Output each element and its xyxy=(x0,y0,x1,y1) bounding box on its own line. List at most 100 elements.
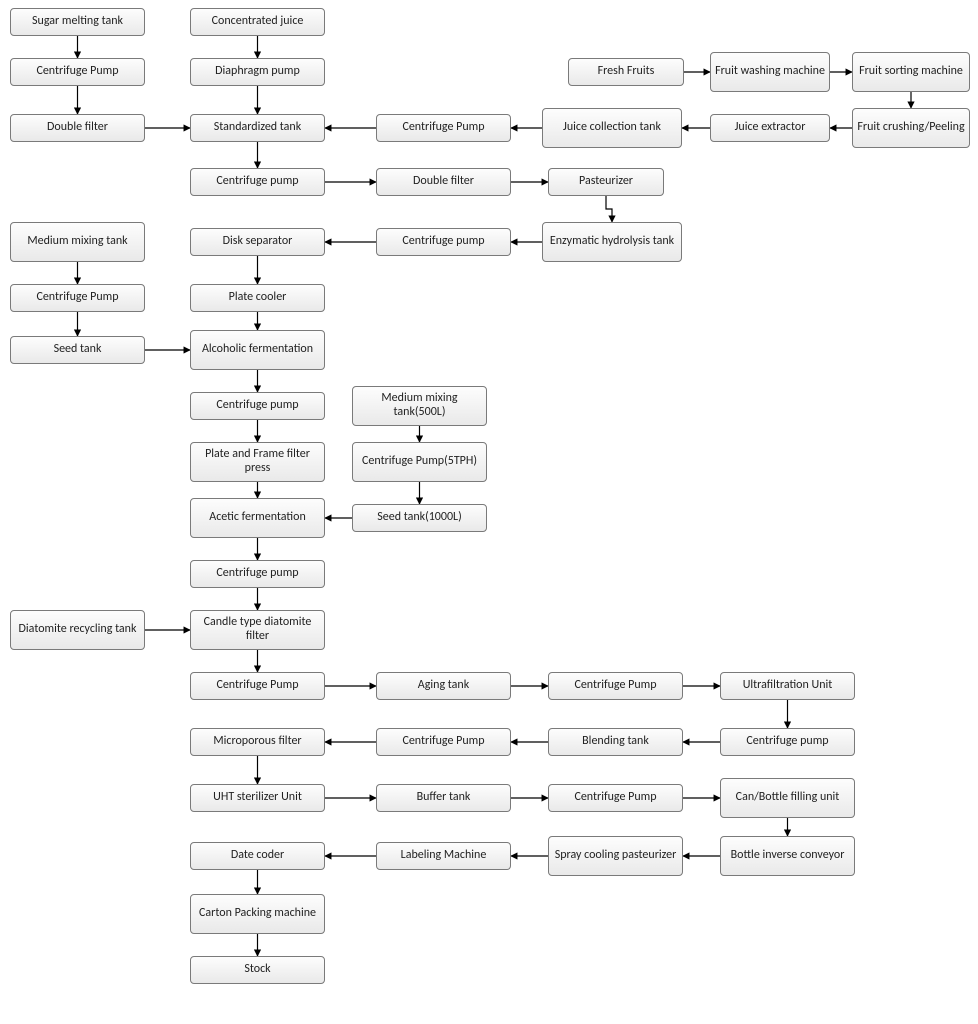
flowchart-canvas: Sugar melting tank Centrifuge Pump Double … xyxy=(0,0,978,1024)
node-disk-separator: Disk separator xyxy=(190,228,325,256)
node-label: Pasteurizer xyxy=(579,175,633,189)
node-stock: Stock xyxy=(190,956,325,984)
node-label: Centrifuge pump xyxy=(216,399,298,413)
node-label: Date coder xyxy=(231,849,284,863)
node-centrifuge-pump-10: Centrifuge Pump xyxy=(548,672,683,700)
node-label: Labeling Machine xyxy=(401,849,487,863)
edge-pasteurizer-to-enzymatic xyxy=(606,196,612,222)
node-label: Can/Bottle filling unit xyxy=(736,791,840,805)
node-centrifuge-pump-2: Centrifuge pump xyxy=(190,168,325,196)
node-label: Alcoholic fermentation xyxy=(202,343,313,357)
node-candle-filter: Candle type diatomite filter xyxy=(190,610,325,650)
node-label: Centrifuge Pump xyxy=(574,679,656,693)
node-label: Carton Packing machine xyxy=(199,907,316,921)
node-label: Centrifuge Pump xyxy=(216,679,298,693)
node-label: Disk separator xyxy=(223,235,293,249)
node-label: Centrifuge pump xyxy=(402,235,484,249)
node-label: Centrifuge Pump xyxy=(36,291,118,305)
node-label: Plate cooler xyxy=(229,291,287,305)
node-pasteurizer: Pasteurizer xyxy=(548,168,664,196)
node-juice-collection: Juice collection tank xyxy=(542,108,682,148)
node-labeling: Labeling Machine xyxy=(376,842,511,870)
node-plate-cooler: Plate cooler xyxy=(190,284,325,312)
node-carton-packing: Carton Packing machine xyxy=(190,894,325,934)
node-medium-mixing-1: Medium mixing tank xyxy=(10,222,145,262)
node-label: Double filter xyxy=(47,121,108,135)
node-can-bottle: Can/Bottle filling unit xyxy=(720,778,855,818)
node-centrifuge-pump-8: Centrifuge Pump(5TPH) xyxy=(352,442,487,482)
node-centrifuge-pump-12: Centrifuge Pump xyxy=(376,728,511,756)
node-label: Fruit sorting machine xyxy=(859,65,963,79)
node-centrifuge-pump-6: Centrifuge pump xyxy=(190,392,325,420)
node-label: Buffer tank xyxy=(417,791,471,805)
node-centrifuge-pump-4: Centrifuge pump xyxy=(376,228,511,256)
node-seed-tank-1: Seed tank xyxy=(10,336,145,364)
node-uht: UHT sterilizer Unit xyxy=(190,784,325,812)
node-label: Centrifuge Pump xyxy=(574,791,656,805)
node-standardized-tank: Standardized tank xyxy=(190,114,325,142)
node-label: Centrifuge Pump xyxy=(402,735,484,749)
node-label: Seed tank(1000L) xyxy=(377,511,462,525)
node-centrifuge-pump-11: Centrifuge pump xyxy=(720,728,855,756)
node-label: Standardized tank xyxy=(214,121,301,135)
node-label: Spray cooling pasteurizer xyxy=(555,849,677,863)
node-label: Concentrated juice xyxy=(212,15,304,29)
node-label: Centrifuge Pump xyxy=(36,65,118,79)
node-label: Diatomite recycling tank xyxy=(19,623,137,637)
node-aging-tank: Aging tank xyxy=(376,672,511,700)
node-centrifuge-pump-1: Centrifuge Pump xyxy=(10,58,145,86)
node-diatomite-recycling: Diatomite recycling tank xyxy=(10,610,145,650)
node-label: UHT sterilizer Unit xyxy=(213,791,302,805)
node-sugar-melting-tank: Sugar melting tank xyxy=(10,8,145,36)
node-label: Fruit crushing/Peeling xyxy=(857,121,964,135)
node-label: Fruit washing machine xyxy=(715,65,825,79)
node-centrifuge-pump-13: Centrifuge Pump xyxy=(548,784,683,812)
node-label: Centrifuge Pump(5TPH) xyxy=(362,455,477,469)
node-double-filter-1: Double filter xyxy=(10,114,145,142)
node-fruit-washing: Fruit washing machine xyxy=(710,52,830,92)
node-centrifuge-pump-7: Centrifuge pump xyxy=(190,560,325,588)
node-label: Centrifuge Pump xyxy=(402,121,484,135)
node-fruit-sorting: Fruit sorting machine xyxy=(852,52,970,92)
node-medium-mixing-2: Medium mixing tank(500L) xyxy=(352,386,487,426)
node-microporous: Microporous filter xyxy=(190,728,325,756)
node-centrifuge-pump-9: Centrifuge Pump xyxy=(190,672,325,700)
node-bottle-inverse: Bottle inverse conveyor xyxy=(720,836,855,876)
node-label: Medium mixing tank xyxy=(27,235,127,249)
node-label: Juice collection tank xyxy=(563,121,661,135)
node-label: Fresh Fruits xyxy=(598,65,655,79)
node-centrifuge-pump-5: Centrifuge Pump xyxy=(10,284,145,312)
node-label: Blending tank xyxy=(582,735,649,749)
node-alcoholic-ferm: Alcoholic fermentation xyxy=(190,330,325,370)
node-label: Acetic fermentation xyxy=(209,511,306,525)
node-label: Double filter xyxy=(413,175,474,189)
node-label: Diaphragm pump xyxy=(215,65,300,79)
node-centrifuge-pump-3: Centrifuge Pump xyxy=(376,114,511,142)
node-concentrated-juice: Concentrated juice xyxy=(190,8,325,36)
node-label: Centrifuge pump xyxy=(746,735,828,749)
node-label: Medium mixing tank(500L) xyxy=(357,392,482,420)
node-date-coder: Date coder xyxy=(190,842,325,870)
node-label: Candle type diatomite filter xyxy=(195,616,320,644)
node-blending-tank: Blending tank xyxy=(548,728,683,756)
node-label: Aging tank xyxy=(418,679,469,693)
node-label: Enzymatic hydrolysis tank xyxy=(550,235,674,249)
node-label: Centrifuge pump xyxy=(216,175,298,189)
node-spray-cooling: Spray cooling pasteurizer xyxy=(548,836,683,876)
node-seed-tank-2: Seed tank(1000L) xyxy=(352,504,487,532)
node-ultrafiltration: Ultrafiltration Unit xyxy=(720,672,855,700)
node-acetic-ferm: Acetic fermentation xyxy=(190,498,325,538)
node-label: Seed tank xyxy=(54,343,102,357)
node-double-filter-2: Double filter xyxy=(376,168,511,196)
node-label: Microporous filter xyxy=(213,735,301,749)
node-buffer-tank: Buffer tank xyxy=(376,784,511,812)
node-label: Bottle inverse conveyor xyxy=(731,849,845,863)
node-label: Ultrafiltration Unit xyxy=(743,679,833,693)
node-label: Centrifuge pump xyxy=(216,567,298,581)
node-diaphragm-pump: Diaphragm pump xyxy=(190,58,325,86)
node-fresh-fruits: Fresh Fruits xyxy=(568,58,684,86)
node-label: Juice extractor xyxy=(735,121,806,135)
node-fruit-crushing: Fruit crushing/Peeling xyxy=(852,108,970,148)
node-label: Plate and Frame filter press xyxy=(195,448,320,476)
node-label: Sugar melting tank xyxy=(32,15,123,29)
